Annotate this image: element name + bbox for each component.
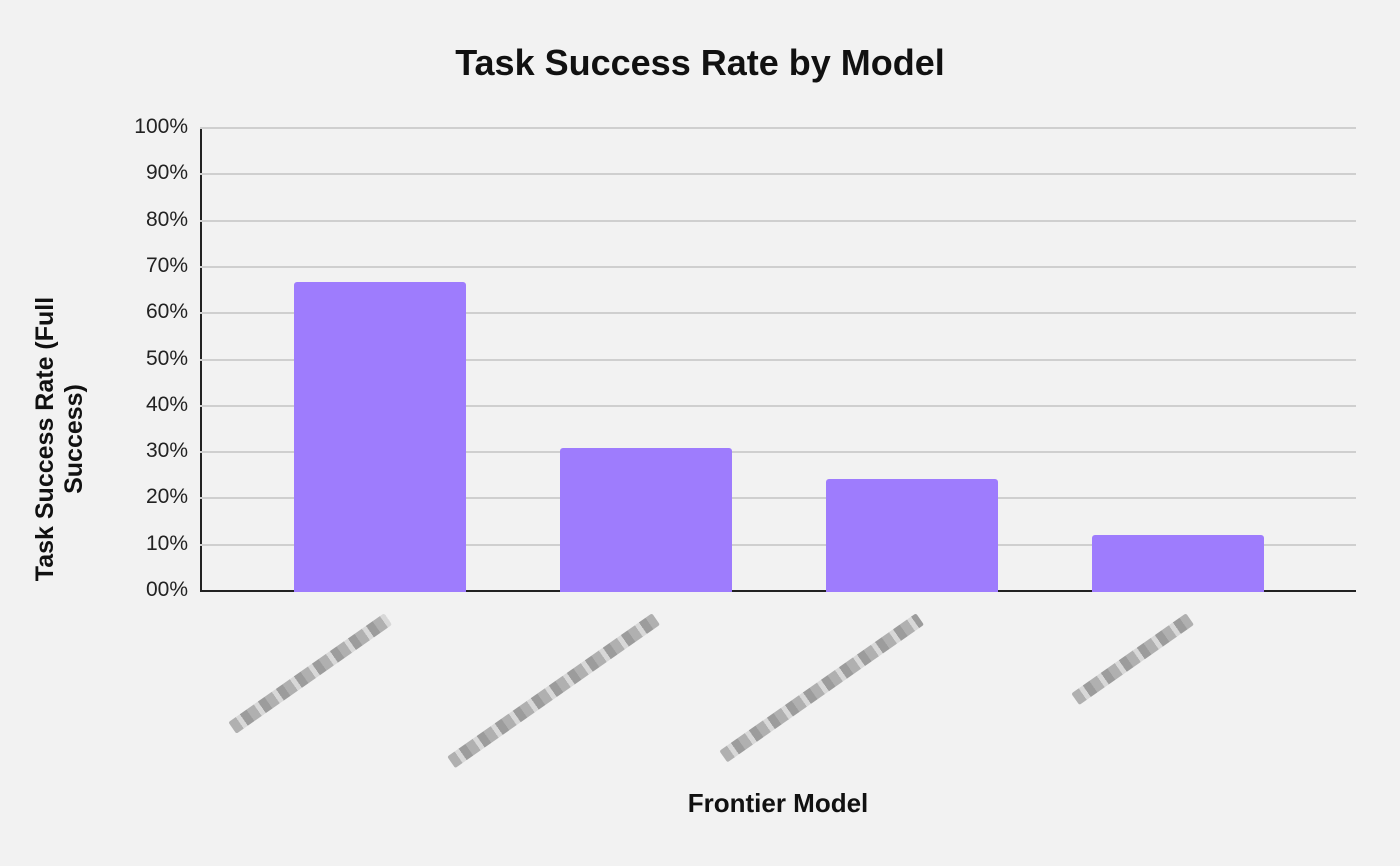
bar bbox=[1092, 535, 1264, 592]
y-tick-label: 20% bbox=[145, 485, 188, 509]
gridline bbox=[200, 127, 1356, 129]
y-tick-label: 90% bbox=[145, 161, 188, 185]
gridline bbox=[200, 404, 1356, 407]
gridline bbox=[200, 451, 1356, 454]
y-tick-label: 100% bbox=[134, 115, 188, 138]
bar bbox=[826, 478, 998, 592]
x-axis-label: Frontier Model bbox=[687, 788, 869, 818]
y-tick-label: 50% bbox=[145, 346, 188, 370]
y-tick-label: 60% bbox=[145, 300, 188, 324]
gridline bbox=[200, 265, 1356, 268]
x-tick-label-redacted bbox=[447, 613, 661, 769]
y-tick-label: 00% bbox=[145, 578, 188, 601]
y-axis-label: Task Success Rate (Full Success) bbox=[31, 296, 88, 582]
gridline bbox=[200, 497, 1356, 500]
plot-area: 00% 10% 20% 30% 40% 50% 60% 70% 80% 90% 100% bbox=[134, 115, 1356, 601]
y-tick-label: 80% bbox=[145, 207, 188, 231]
x-tick-label-redacted bbox=[1071, 613, 1195, 706]
gridline bbox=[200, 312, 1356, 315]
y-tick-label: 40% bbox=[145, 392, 188, 416]
chart-title: Task Success Rate by Model bbox=[455, 42, 945, 83]
bar bbox=[560, 448, 732, 592]
gridline bbox=[200, 358, 1356, 361]
gridline bbox=[200, 219, 1356, 222]
x-axis-line bbox=[200, 590, 1356, 592]
y-tick-label: 10% bbox=[145, 531, 188, 555]
gridline bbox=[200, 173, 1356, 176]
bar bbox=[294, 281, 466, 592]
gridline bbox=[200, 543, 1356, 546]
x-tick-label-redacted bbox=[719, 613, 925, 763]
x-tick-label-redacted bbox=[228, 613, 393, 734]
y-tick-label: 70% bbox=[145, 253, 188, 277]
y-tick-label: 30% bbox=[145, 439, 188, 463]
